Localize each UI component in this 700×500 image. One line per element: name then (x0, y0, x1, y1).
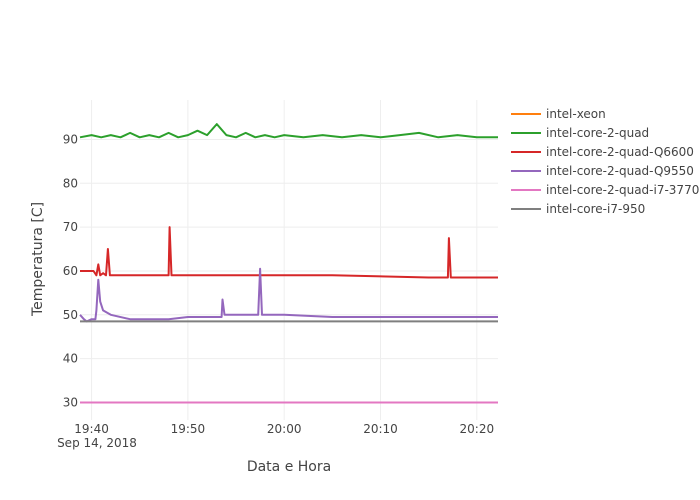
legend-label: intel-xeon (546, 107, 606, 121)
x-tick-label: 19:50 (171, 422, 206, 436)
x-tick-label: 20:00 (267, 422, 302, 436)
legend-item-intel-core-2-quad-Q9550[interactable]: intel-core-2-quad-Q9550 (511, 164, 694, 178)
series-line-intel-core-2-quad-Q6600 (80, 226, 498, 279)
legend-item-intel-core-2-quad[interactable]: intel-core-2-quad (511, 126, 649, 140)
y-axis-ticks: 30 40 50 60 70 80 90 (63, 132, 78, 409)
x-axis-title: Data e Hora (247, 459, 331, 475)
series-line-intel-core-2-quad-Q9550 (79, 267, 498, 323)
x-tick-label: 20:10 (363, 422, 398, 436)
legend[interactable]: intel-xeon intel-core-2-quad intel-core-2-… (511, 107, 699, 216)
legend-label: intel-core-2-quad (546, 126, 649, 140)
series-lines (79, 123, 498, 404)
series-line-intel-core-2-quad (79, 123, 498, 139)
x-tick-label: 19:40 (74, 422, 109, 436)
y-tick-label: 30 (63, 395, 78, 409)
y-axis-title: Temperatura [C] (30, 202, 46, 317)
x-axis-ticks: 19:40 19:50 20:00 20:10 20:20 (74, 422, 494, 436)
y-tick-label: 60 (63, 264, 78, 278)
y-tick-label: 40 (63, 352, 78, 366)
legend-item-intel-xeon[interactable]: intel-xeon (511, 107, 606, 121)
y-tick-label: 70 (63, 220, 78, 234)
y-tick-label: 50 (63, 308, 78, 322)
y-tick-label: 90 (63, 132, 78, 146)
x-axis-date-label: Sep 14, 2018 (57, 436, 137, 450)
legend-label: intel-core-2-quad-Q9550 (546, 164, 694, 178)
legend-label: intel-core-i7-950 (546, 202, 645, 216)
legend-item-intel-core-2-quad-i7-3770[interactable]: intel-core-2-quad-i7-3770 (511, 183, 699, 197)
x-tick-label: 20:20 (460, 422, 495, 436)
legend-label: intel-core-2-quad-i7-3770 (546, 183, 699, 197)
legend-item-intel-core-2-quad-Q6600[interactable]: intel-core-2-quad-Q6600 (511, 145, 694, 159)
y-tick-label: 80 (63, 176, 78, 190)
legend-label: intel-core-2-quad-Q6600 (546, 145, 694, 159)
gridlines (80, 100, 498, 420)
legend-item-intel-core-i7-950[interactable]: intel-core-i7-950 (511, 202, 645, 216)
